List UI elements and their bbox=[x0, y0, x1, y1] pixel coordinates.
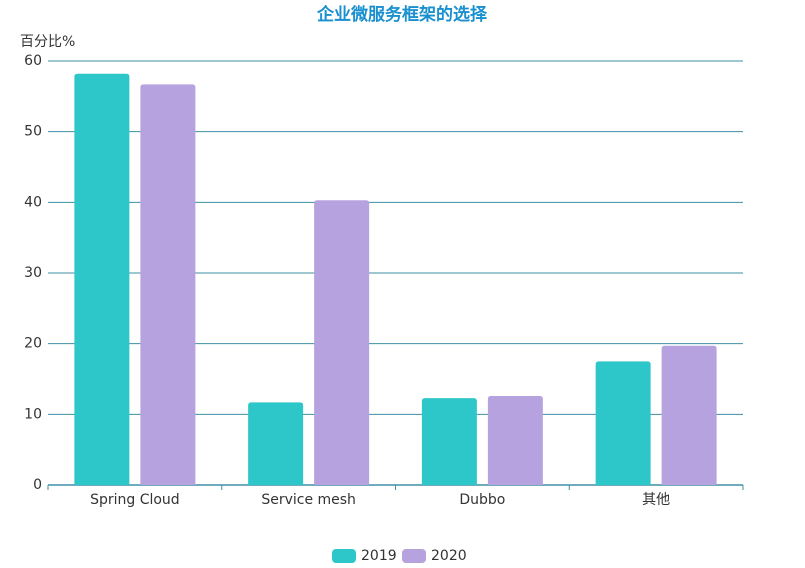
bar bbox=[487, 395, 543, 485]
bar bbox=[74, 73, 130, 485]
legend-swatch[interactable] bbox=[402, 549, 426, 563]
y-tick-label: 0 bbox=[33, 477, 42, 493]
legend-swatch[interactable] bbox=[332, 549, 356, 563]
bar bbox=[595, 361, 651, 485]
y-axis-label: 百分比% bbox=[20, 34, 75, 50]
x-tick-label: 其他 bbox=[642, 492, 670, 508]
legend-label[interactable]: 2020 bbox=[431, 548, 467, 564]
y-tick-label: 30 bbox=[24, 265, 42, 281]
legend-label[interactable]: 2019 bbox=[361, 548, 397, 564]
bar bbox=[661, 345, 717, 485]
bar bbox=[248, 402, 304, 485]
bar bbox=[314, 200, 370, 486]
y-tick-label: 40 bbox=[24, 194, 42, 210]
chart-title: 企业微服务框架的选择 bbox=[316, 4, 488, 25]
y-tick-label: 20 bbox=[24, 336, 42, 352]
y-tick-label: 10 bbox=[24, 406, 42, 422]
x-tick-label: Dubbo bbox=[459, 492, 505, 508]
y-tick-label: 60 bbox=[24, 53, 42, 69]
y-tick-label: 50 bbox=[24, 124, 42, 140]
x-tick-label: Spring Cloud bbox=[90, 492, 180, 508]
bar bbox=[421, 398, 477, 485]
bar bbox=[140, 84, 196, 485]
x-tick-label: Service mesh bbox=[261, 492, 356, 508]
